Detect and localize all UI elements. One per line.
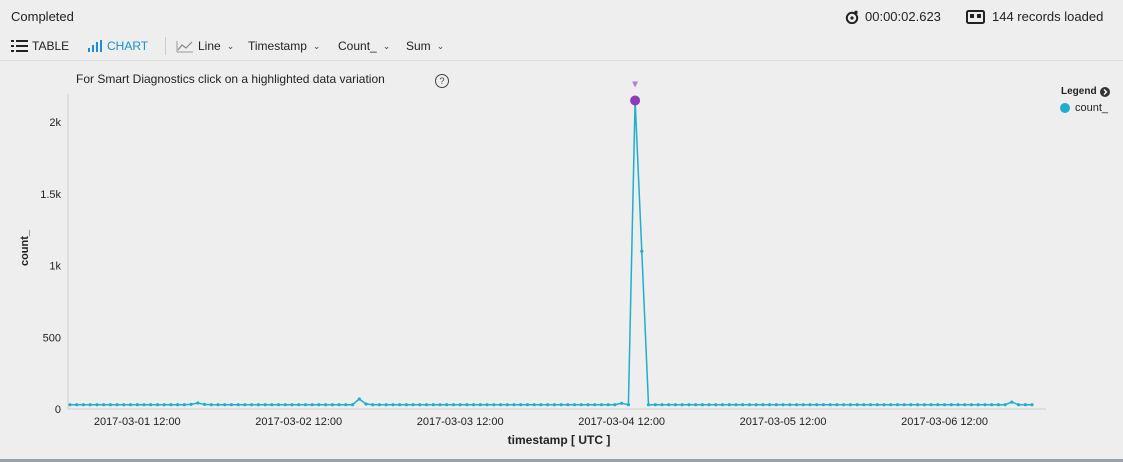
chart-panel (0, 60, 1123, 461)
chevron-down-icon: ⌄ (436, 40, 445, 51)
elapsed-time: 00:00:02.623 (845, 9, 941, 24)
table-icon (11, 40, 28, 52)
toolbar-divider (165, 37, 166, 55)
chevron-down-icon: ⌄ (312, 40, 321, 51)
query-status: Completed (11, 9, 74, 24)
legend-item-count[interactable]: count_ (1060, 102, 1108, 114)
records-icon (966, 9, 985, 24)
chart-view-label: CHART (107, 39, 149, 53)
table-view-button[interactable]: TABLE (11, 39, 69, 53)
records-label: 144 records loaded (992, 9, 1104, 24)
chevron-down-icon: ⌄ (226, 40, 235, 51)
legend-series-label: count_ (1075, 102, 1109, 114)
aggregation-label: Sum (406, 39, 431, 53)
status-bar: Completed 00:00:02.623 144 records loade… (0, 0, 1123, 34)
smart-diagnostics-hint: For Smart Diagnostics click on a highlig… (76, 72, 385, 86)
help-icon[interactable]: ? (435, 74, 449, 88)
result-toolbar: TABLE CHART Line ⌄ Timestamp ⌄ Count_ ⌄ … (0, 34, 1123, 58)
chart-type-dropdown[interactable]: Line ⌄ (176, 39, 234, 53)
legend-title-label: Legend (1061, 86, 1097, 97)
y-axis-dropdown[interactable]: Count_ ⌄ (338, 39, 390, 53)
x-axis-dropdown[interactable]: Timestamp ⌄ (248, 39, 320, 53)
line-chart-icon (176, 40, 193, 52)
bottom-border (0, 459, 1123, 462)
chart-view-button[interactable]: CHART (88, 39, 148, 53)
y-axis-label: Count_ (338, 39, 377, 53)
chevron-down-icon: ⌄ (382, 40, 391, 51)
aggregation-dropdown[interactable]: Sum ⌄ (406, 39, 444, 53)
bar-chart-icon (88, 40, 102, 52)
arrow-right-circle-icon (1099, 86, 1110, 97)
table-view-label: TABLE (32, 39, 70, 53)
x-axis-label: Timestamp (248, 39, 307, 53)
stopwatch-icon (845, 10, 859, 24)
records-count: 144 records loaded (966, 9, 1103, 24)
legend-swatch (1060, 103, 1070, 113)
elapsed-value: 00:00:02.623 (865, 9, 941, 24)
legend-title[interactable]: Legend (1061, 86, 1110, 97)
chart-type-label: Line (198, 39, 221, 53)
